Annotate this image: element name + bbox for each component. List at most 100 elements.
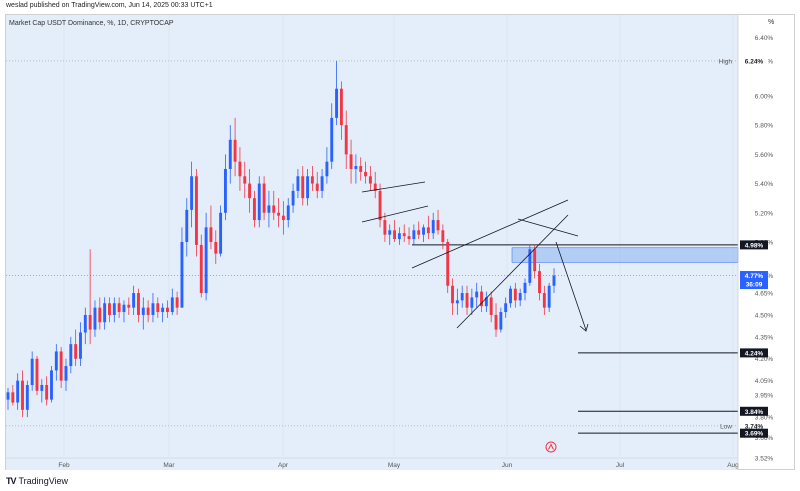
candle-body <box>393 230 396 240</box>
price-tag-value: 3.74% <box>745 423 764 430</box>
candle-body <box>291 190 295 206</box>
price-tag-box <box>740 421 768 431</box>
price-tag-box <box>740 348 768 358</box>
candle-body <box>151 303 155 315</box>
candle-body <box>344 125 348 155</box>
candle-body <box>441 230 445 242</box>
candle-body <box>325 161 329 177</box>
price-tag-box <box>740 56 768 66</box>
candle-body <box>209 227 213 242</box>
candle-body <box>407 236 411 240</box>
candle-body <box>262 183 266 213</box>
y-tick-label: 3.66% <box>755 435 774 442</box>
candle-body <box>137 293 140 315</box>
candle-body <box>156 303 160 313</box>
price-tag-countdown: 36:09 <box>746 282 763 289</box>
candle-body <box>40 385 44 391</box>
x-tick-label: Jul <box>616 462 625 469</box>
candle-body <box>455 300 459 304</box>
candle-body <box>204 227 208 294</box>
candle-body <box>513 288 517 301</box>
price-tag-value: 3.69% <box>745 431 764 438</box>
candle-body <box>354 166 358 169</box>
candle-body <box>306 176 310 199</box>
candle-body <box>214 241 218 254</box>
price-tag-box <box>740 428 768 438</box>
candle-body <box>417 230 421 235</box>
candle-body <box>533 249 537 272</box>
level-label: High <box>719 58 733 65</box>
candle-body <box>146 307 150 315</box>
level-lines <box>6 60 738 434</box>
candle-body <box>388 230 392 235</box>
candle-body <box>286 205 290 221</box>
unit-label: % <box>768 19 775 26</box>
level-label: Low <box>720 423 732 430</box>
candle-body <box>11 392 15 403</box>
y-tick-label: 4.05% <box>755 378 774 385</box>
candle-body <box>50 370 53 400</box>
replay-icon[interactable] <box>545 441 557 453</box>
publisher-bar: weslad published on TradingView.com, Jun… <box>0 0 800 12</box>
candle-body <box>422 227 425 235</box>
y-tick-label: 5.40% <box>755 181 774 188</box>
candle-body <box>54 351 58 371</box>
candle-body <box>330 117 334 162</box>
candle-body <box>489 297 493 315</box>
candle-body <box>426 227 430 234</box>
candle-body <box>228 139 232 169</box>
tradingview-logo[interactable]: TV TradingView <box>6 476 68 486</box>
candle-body <box>446 241 450 286</box>
candle-body <box>141 307 145 315</box>
x-tick-label: Feb <box>58 462 70 469</box>
candle-body <box>552 275 556 286</box>
price-tag-value: 3.84% <box>745 409 764 416</box>
x-axis: Feb Mar Apr May Jun Jul Aug <box>6 457 739 469</box>
candle-body <box>103 303 107 323</box>
candle-body <box>310 176 314 184</box>
candle-body <box>132 293 136 308</box>
candle-body <box>112 303 116 315</box>
candle-body <box>21 380 24 410</box>
candle-body <box>528 249 532 283</box>
y-tick-label: 5.80% <box>755 123 774 130</box>
candle-body <box>79 332 82 359</box>
symbol-title: Market Cap USDT Dominance, %, 1D, CRYPTO… <box>9 20 174 27</box>
candle-body <box>108 303 111 315</box>
price-tags: High 6.24% 4.98% 4.77% 36:09 4.24% 3.84% Low 3.7… <box>719 56 768 438</box>
price-tag-value: 4.77% <box>745 273 764 280</box>
y-tick-label: 4.35% <box>755 334 774 341</box>
candle-body <box>277 212 281 216</box>
candle-body <box>98 307 102 323</box>
candle-body <box>74 344 78 359</box>
candle-body <box>504 303 508 313</box>
y-tick-label: 3.52% <box>755 456 774 463</box>
candle-body <box>320 176 324 191</box>
candle-body <box>412 230 416 240</box>
candle-body <box>272 205 276 213</box>
candle-body <box>518 293 522 301</box>
candle-body <box>219 212 223 254</box>
y-tick-label: 4.65% <box>755 291 774 298</box>
x-tick-label: Mar <box>163 462 175 469</box>
price-tag-value: 4.24% <box>745 350 764 357</box>
candle-body <box>378 190 382 221</box>
resistance-zone-box <box>511 247 739 263</box>
candle-body <box>499 312 503 330</box>
candle-body <box>335 88 339 118</box>
candle-body <box>185 209 189 242</box>
y-tick-label: 5.20% <box>755 210 774 217</box>
y-tick-label: 3.80% <box>755 415 774 422</box>
candle-body <box>296 176 300 191</box>
candle-body <box>199 244 203 294</box>
candle-body <box>88 314 92 330</box>
candle-body <box>238 161 242 177</box>
candle-body <box>523 282 527 294</box>
trend-drawings <box>361 181 589 332</box>
price-tag-box <box>740 406 768 416</box>
candle-body <box>233 139 237 162</box>
tradingview-icon: TV <box>6 476 16 486</box>
candle-body <box>252 198 256 221</box>
candle-body <box>315 183 319 191</box>
